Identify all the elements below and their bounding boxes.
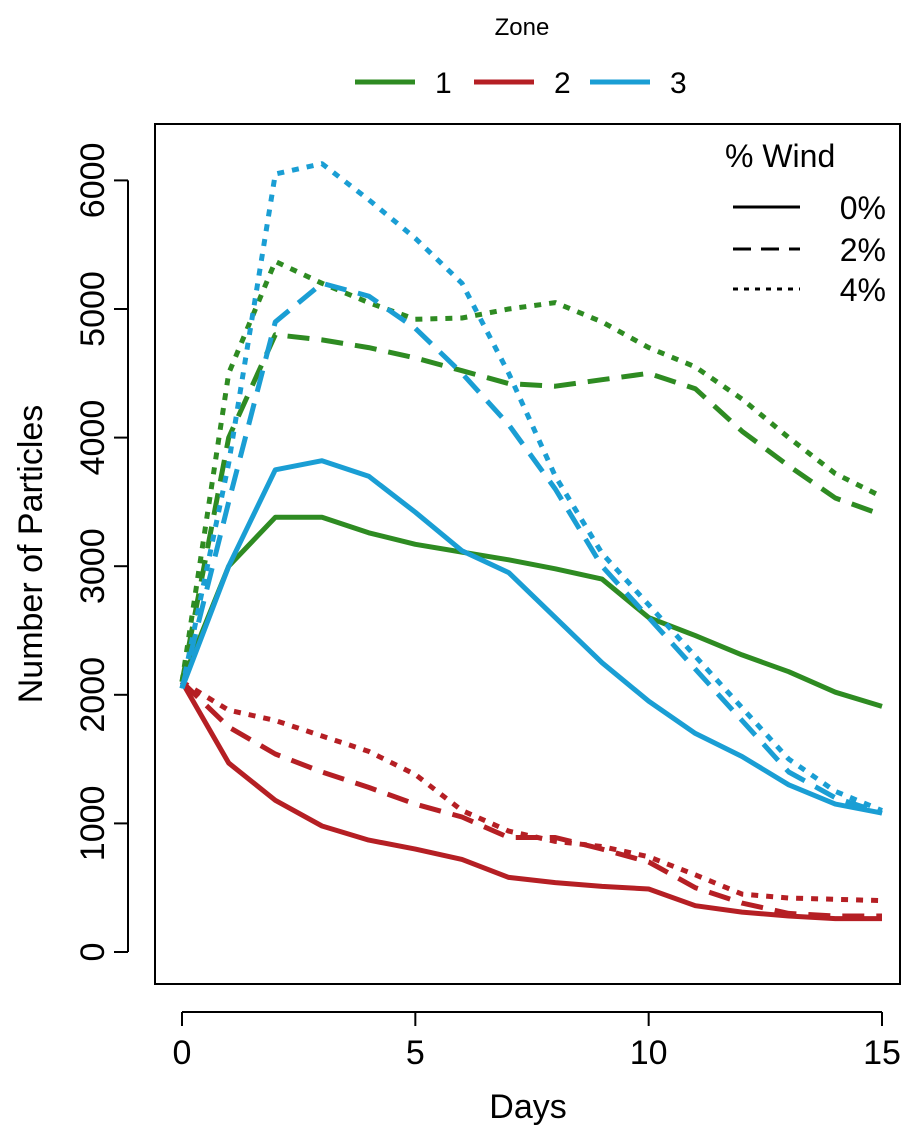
series-line-zone-3-wind-0pct <box>179 458 883 816</box>
series-line-zone-1-wind-4pct <box>179 258 884 683</box>
wind-legend-label: 2% <box>840 232 886 268</box>
y-tick-label: 6000 <box>74 143 112 219</box>
wind-legend-label: 4% <box>840 272 886 308</box>
y-tick-label: 1000 <box>74 786 112 862</box>
series-line-zone-1-wind-0pct <box>179 514 883 709</box>
series-line-zone-3-wind-2pct <box>179 280 883 816</box>
zone-legend: Zone 1 2 3 <box>355 14 687 100</box>
y-tick-label: 5000 <box>74 271 112 347</box>
zone-legend-label: 3 <box>670 67 687 100</box>
x-tick-label: 0 <box>173 1034 192 1072</box>
series-line-zone-1-wind-2pct <box>179 332 883 683</box>
x-axis-label: Days <box>489 1088 566 1126</box>
plot-frame <box>154 123 901 985</box>
x-tick-label: 5 <box>406 1034 425 1072</box>
x-tick-label: 15 <box>863 1034 901 1072</box>
series-layer <box>179 161 884 922</box>
x-tick-label: 10 <box>630 1034 668 1072</box>
y-tick-label: 3000 <box>74 528 112 604</box>
zone-legend-label: 2 <box>554 67 571 100</box>
zone-legend-label: 1 <box>435 67 452 100</box>
y-tick-label: 0 <box>74 943 112 962</box>
wind-legend-label: 0% <box>840 190 886 226</box>
series-line-zone-2-wind-4pct <box>180 679 883 904</box>
y-tick-label: 2000 <box>74 657 112 733</box>
series-line-zone-2-wind-0pct <box>179 680 882 922</box>
wind-legend-title: % Wind <box>725 138 835 174</box>
zone-legend-title: Zone <box>495 14 550 41</box>
y-axis-label: Number of Particles <box>12 405 50 704</box>
series-line-zone-3-wind-4pct <box>179 161 883 813</box>
series-line-zone-2-wind-2pct <box>180 680 882 919</box>
y-tick-label: 4000 <box>74 400 112 476</box>
axes-layer: 0 5 10 15 0 1000 2000 3000 4000 5000 6000 <box>74 143 901 1072</box>
wind-legend: % Wind 0% 2% 4% <box>725 138 886 308</box>
